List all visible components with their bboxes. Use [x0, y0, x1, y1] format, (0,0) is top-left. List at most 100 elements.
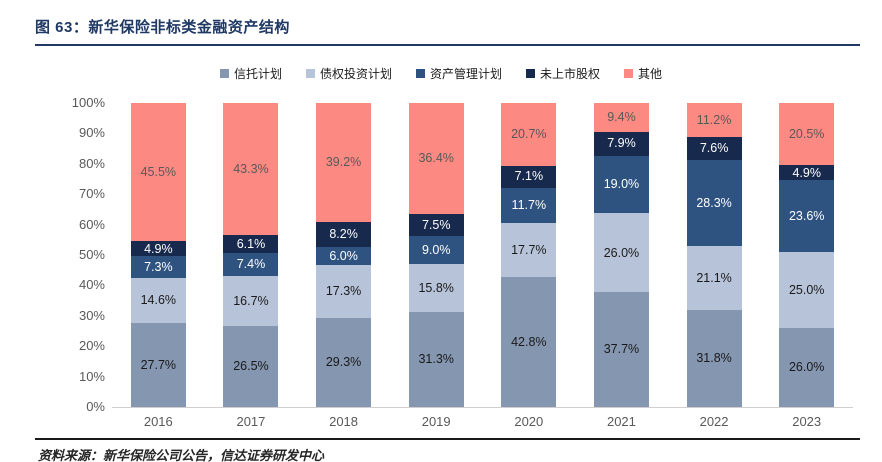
segment-2018-series-0: 29.3% [316, 317, 372, 407]
segment-2023-series-0: 26.0% [779, 327, 835, 407]
segment-2021-series-1: 26.0% [593, 213, 649, 293]
segment-2019-series-0: 31.3% [408, 311, 464, 407]
legend-item-1: 债权投资计划 [305, 65, 392, 82]
segment-2019-series-2: 9.0% [408, 236, 464, 264]
segment-value-label: 4.9% [792, 165, 821, 180]
segment-2021-series-4: 9.4% [593, 103, 649, 132]
segment-value-label: 36.4% [418, 151, 454, 166]
segment-value-label: 17.3% [325, 284, 362, 299]
segment-value-label: 26.5% [233, 359, 269, 374]
x-tick-label: 2021 [606, 414, 636, 429]
segment-2017-series-2: 7.4% [223, 253, 279, 276]
segment-2017-series-3: 6.1% [223, 234, 279, 254]
segment-value-label: 20.7% [511, 127, 547, 142]
legend-item-2: 资产管理计划 [415, 65, 502, 82]
chart-legend: 信托计划 债权投资计划 资产管理计划 未上市股权 其他 [0, 64, 882, 82]
legend-marker-icon [305, 68, 315, 78]
segment-2016-series-1: 14.6% [130, 278, 186, 323]
source-note: 资料来源：新华保险公司公告，信达证券研发中心 [38, 448, 325, 462]
segment-2023-series-2: 23.6% [779, 180, 835, 252]
segment-value-label: 37.7% [603, 342, 640, 357]
segment-value-label: 14.6% [140, 293, 177, 308]
segment-2021-series-3: 7.9% [593, 131, 649, 156]
segment-value-label: 8.2% [329, 227, 358, 242]
segment-value-label: 26.0% [788, 360, 825, 375]
segment-value-label: 27.7% [140, 357, 177, 372]
y-tick-label: 60% [78, 216, 105, 232]
legend-item-0: 信托计划 [219, 65, 282, 82]
y-tick-label: 90% [78, 125, 105, 141]
segment-2021-series-0: 37.7% [593, 292, 649, 407]
bar-2021: 37.7% 26.0% 19.0% 7.9% 9.4% [593, 103, 649, 407]
segment-2022-series-2: 28.3% [686, 160, 742, 247]
segment-2016-series-3: 4.9% [130, 241, 186, 257]
segment-value-label: 45.5% [140, 164, 177, 179]
segment-2016-series-2: 7.3% [130, 256, 186, 279]
segment-2016-series-0: 27.7% [130, 322, 186, 407]
segment-value-label: 7.4% [236, 257, 266, 272]
segment-2022-series-0: 31.8% [686, 310, 742, 407]
segment-2020-series-2: 11.7% [501, 187, 557, 224]
segment-value-label: 43.3% [233, 161, 269, 176]
x-tick-label: 2022 [699, 414, 729, 429]
segment-value-label: 11.7% [511, 198, 547, 213]
legend-label: 其他 [638, 66, 663, 81]
x-tick-label: 2023 [792, 414, 822, 429]
y-tick-label: 30% [78, 307, 105, 323]
y-tick-label: 0% [86, 399, 105, 414]
segment-value-label: 31.8% [696, 351, 732, 366]
segment-2016-series-4: 45.5% [130, 103, 186, 242]
segment-2018-series-4: 39.2% [316, 103, 372, 223]
segment-value-label: 17.7% [511, 242, 547, 257]
x-axis: 2016 2017 2018 2019 2020 2021 2022 2023 [112, 414, 853, 429]
segment-value-label: 26.0% [603, 245, 640, 260]
segment-value-label: 21.1% [696, 271, 732, 285]
legend-label: 资产管理计划 [429, 66, 502, 81]
bar-2018: 29.3% 17.3% 6.0% 8.2% 39.2% [316, 103, 372, 407]
y-tick-label: 100% [71, 95, 105, 110]
segment-value-label: 31.3% [418, 352, 454, 367]
segment-2022-series-4: 11.2% [686, 103, 742, 138]
y-tick-label: 10% [78, 368, 105, 384]
segment-2019-series-3: 7.5% [408, 213, 464, 237]
segment-2018-series-2: 6.0% [316, 247, 372, 266]
legend-marker-icon [624, 68, 634, 78]
segment-value-label: 6.0% [329, 248, 358, 263]
segment-2017-series-0: 26.5% [223, 326, 279, 407]
segment-2023-series-4: 20.5% [779, 103, 835, 166]
legend-marker-icon [526, 68, 535, 78]
legend-item-3: 未上市股权 [526, 65, 600, 82]
segment-value-label: 20.5% [788, 126, 825, 141]
segment-2022-series-3: 7.6% [686, 137, 742, 161]
segment-value-label: 7.5% [421, 217, 451, 232]
bar-2017: 26.5% 16.7% 7.4% 6.1% 43.3% [223, 103, 279, 407]
segment-value-label: 28.3% [696, 195, 732, 210]
plot-area: 27.7% 14.6% 7.3% 4.9% 45.5% 26.5% 16.7% 7.4% 6.1… [112, 103, 853, 408]
segment-2023-series-1: 25.0% [779, 251, 835, 328]
segment-2020-series-0: 42.8% [501, 276, 557, 407]
x-tick-label: 2016 [143, 414, 173, 429]
segment-2021-series-2: 19.0% [593, 155, 649, 214]
legend-label: 债权投资计划 [319, 66, 392, 81]
segment-value-label: 9.4% [607, 110, 636, 125]
y-tick-label: 40% [78, 277, 105, 293]
y-tick-label: 20% [78, 338, 105, 354]
x-tick-label: 2017 [236, 414, 266, 429]
bar-2022: 31.8% 21.1% 28.3% 7.6% 11.2% [686, 103, 742, 407]
bar-2020: 42.8% 17.7% 11.7% 7.1% 20.7% [501, 103, 557, 407]
legend-label: 未上市股权 [540, 66, 601, 81]
y-tick-label: 50% [78, 247, 105, 262]
segment-value-label: 9.0% [421, 242, 451, 257]
x-tick-label: 2020 [514, 414, 544, 429]
segment-value-label: 29.3% [325, 355, 362, 370]
segment-2023-series-3: 4.9% [779, 165, 835, 181]
bar-2023: 26.0% 25.0% 23.6% 4.9% 20.5% [779, 103, 835, 407]
segment-value-label: 16.7% [233, 293, 269, 308]
segment-2019-series-4: 36.4% [408, 103, 464, 214]
segment-2020-series-1: 17.7% [501, 223, 557, 277]
segment-value-label: 7.1% [514, 169, 544, 184]
segment-value-label: 42.8% [511, 334, 547, 349]
title-divider [35, 44, 860, 46]
legend-item-4: 其他 [624, 65, 662, 82]
